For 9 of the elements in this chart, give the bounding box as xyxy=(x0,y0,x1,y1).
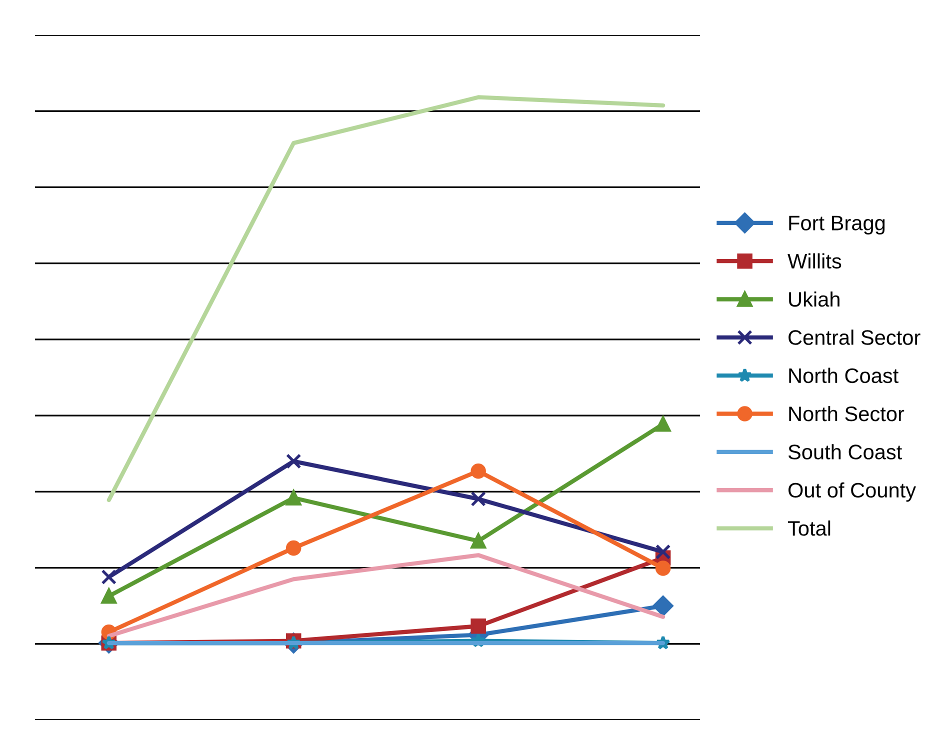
legend-label: Total xyxy=(788,520,830,536)
legend-label: Out of County xyxy=(788,482,916,502)
legend-label: North Sector xyxy=(789,406,904,422)
legend-label: Ukiah xyxy=(789,291,840,307)
legend-label: South Coast xyxy=(788,444,902,460)
legend-label: Fort Bragg xyxy=(789,216,885,235)
legend-label: Willits xyxy=(788,253,842,269)
legend-label: North Coast xyxy=(789,368,898,384)
legend-label: Central Sector xyxy=(788,330,920,345)
